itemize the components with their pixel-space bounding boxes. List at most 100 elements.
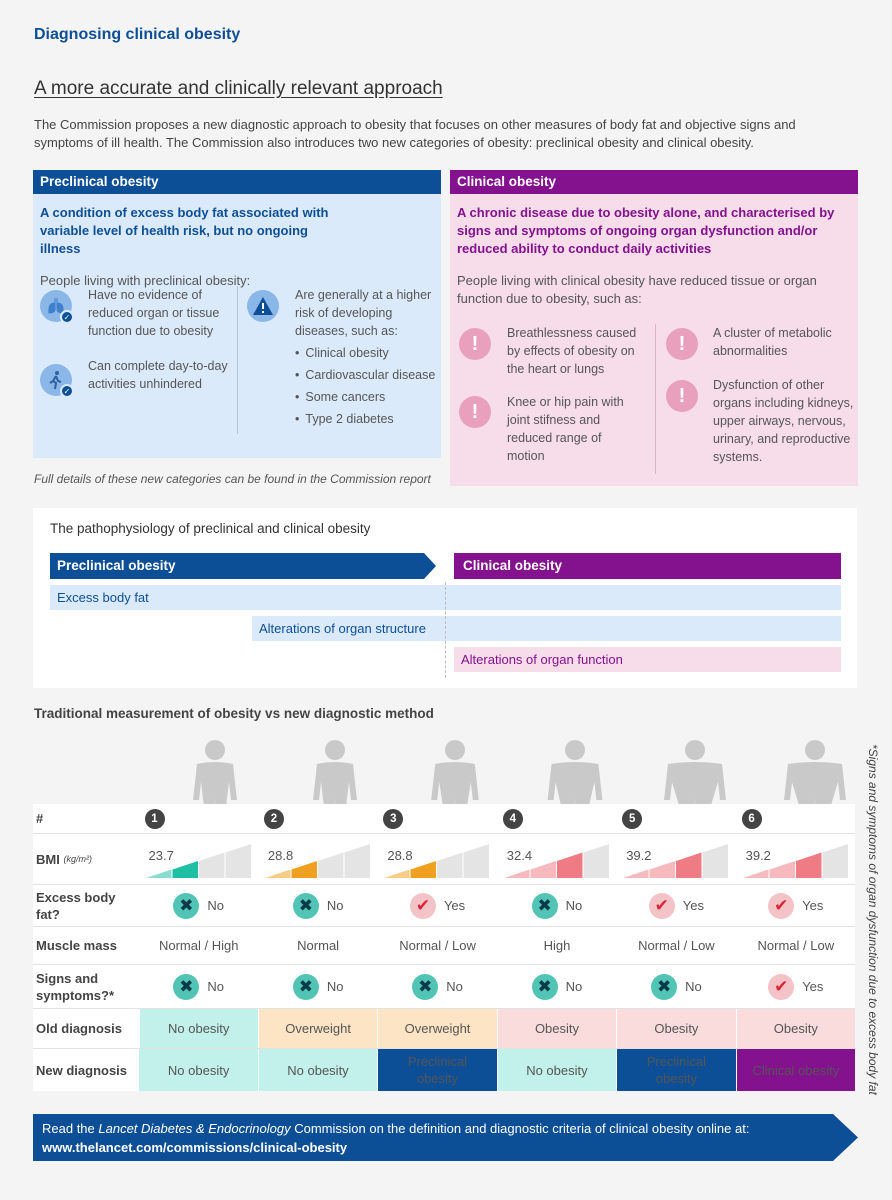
signs-cell: ✖ No — [498, 965, 616, 1008]
signs-cell: ✖ No — [378, 965, 496, 1008]
clinical-panel: Clinical obesity A chronic disease due t… — [450, 170, 858, 486]
check-icon: ✔ — [648, 892, 675, 919]
bmi-level-chart — [503, 844, 609, 878]
excess-fat-cell: ✖ No — [259, 885, 377, 926]
signs-cell: ✖ No — [617, 965, 735, 1008]
preclinical-sub: People living with preclinical obesity: — [40, 273, 251, 288]
preclinical-item-1: Have no evidence of reduced organ or tis… — [88, 288, 220, 338]
bmi-level-segment — [623, 869, 649, 878]
bmi-level-chart — [623, 844, 729, 878]
clinical-item-2: Knee or hip pain with joint stifness and… — [507, 395, 624, 463]
bmi-level-segment — [702, 844, 729, 878]
bmi-value: 39.2 — [626, 848, 652, 863]
warning-icon — [247, 290, 279, 322]
excess-fat-cell: ✖ No — [140, 885, 258, 926]
new-diagnosis-cell: Preclinical obesity — [617, 1049, 736, 1091]
bmi-cell: 23.7 — [140, 834, 258, 884]
person-number-cell: 3 — [378, 804, 496, 833]
yes-no: ✖ No — [292, 892, 344, 919]
yes-no-text: No — [565, 979, 583, 994]
bmi-level-segment — [583, 844, 609, 878]
person-number: 3 — [383, 808, 404, 829]
bmi-level-segment — [676, 852, 702, 878]
exclamation-icon: ! — [666, 380, 698, 412]
bmi-level-segment — [198, 852, 224, 878]
new-diagnosis-cell: Clinical obesity — [736, 1049, 856, 1091]
bmi-level-chart — [742, 844, 848, 878]
risk-item: Clinical obesity — [295, 344, 440, 362]
footer-text-mid: Commission on the definition and diagnos… — [290, 1121, 750, 1136]
yes-no: ✖ No — [651, 973, 702, 1000]
muscle-cell: Normal — [297, 938, 340, 953]
clinical-header: Clinical obesity — [450, 170, 858, 194]
yes-no-text: No — [326, 979, 344, 994]
row-label: Muscle mass — [36, 938, 117, 953]
bmi-value: 32.4 — [506, 848, 533, 863]
yes-no-text: No — [685, 979, 702, 994]
person-number-cell: 2 — [259, 804, 377, 833]
risk-item: Some cancers — [295, 388, 440, 406]
table-row: Excess body fat? ✖ No ✖ No ✔ Yes ✖ No ✔ Yes ✔ Yes — [33, 885, 855, 927]
bmi-level-segment — [172, 861, 198, 878]
footnote-note: Full details of these new categories can… — [34, 472, 431, 486]
divider — [655, 324, 656, 474]
patho-preclinical-arrow: Preclinical obesity — [50, 553, 436, 579]
footer-banner[interactable]: Read the Lancet Diabetes & Endocrinology… — [33, 1114, 858, 1161]
person-number-cell: 1 — [140, 804, 258, 833]
person-number-cell: 5 — [617, 804, 735, 833]
row-label: New diagnosis — [36, 1062, 128, 1078]
yes-no-text: Yes — [682, 898, 704, 913]
check-badge-icon: ✓ — [60, 310, 74, 324]
patho-bar-organ-function: Alterations of organ function — [454, 647, 841, 672]
yes-no: ✔ Yes — [648, 892, 704, 919]
footer-link[interactable]: www.thelancet.com/commissions/clinical-o… — [42, 1140, 348, 1155]
comparison-table: # 1 2 3 4 5 6 BMI (kg/m²) 23.7 28.8 28.8 32.4 39.… — [33, 804, 856, 1091]
yes-no: ✔ Yes — [768, 892, 824, 919]
table-row: BMI (kg/m²) 23.7 28.8 28.8 32.4 39.2 39.2 — [33, 834, 855, 885]
yes-no: ✖ No — [531, 892, 582, 919]
x-icon: ✖ — [292, 973, 319, 1000]
body-silhouette-icon — [313, 740, 357, 832]
bmi-level-segment — [556, 852, 583, 878]
excess-fat-cell: ✔ Yes — [378, 885, 496, 926]
section-heading: A more accurate and clinically relevant … — [34, 78, 443, 99]
yes-no: ✖ No — [531, 973, 583, 1000]
bmi-value: 28.8 — [387, 848, 413, 863]
table-row: New diagnosis No obesity No obesity Precli… — [33, 1049, 856, 1091]
clinical-item-1: Breathlessness caused by effects of obes… — [507, 326, 637, 376]
bmi-level-segment — [822, 844, 848, 878]
side-footnote: *Signs and symptoms of organ dysfunction… — [866, 744, 880, 1095]
yes-no-text: No — [207, 979, 225, 994]
yes-no-text: Yes — [802, 979, 824, 994]
person-number-cell: 6 — [737, 804, 855, 833]
old-diagnosis-cell: No obesity — [139, 1009, 258, 1048]
bmi-level-segment — [225, 844, 251, 878]
top-title: Diagnosing clinical obesity — [34, 26, 241, 43]
bmi-level-chart — [384, 844, 490, 878]
row-label: BMI (kg/m²) — [33, 834, 139, 884]
patho-title: The pathophysiology of preclinical and c… — [50, 521, 371, 536]
excess-fat-cell: ✔ Yes — [617, 885, 735, 926]
yes-no-text: Yes — [802, 898, 824, 913]
pathophysiology-box: The pathophysiology of preclinical and c… — [33, 508, 857, 688]
bmi-level-segment — [437, 852, 463, 878]
muscle-cell: High — [543, 938, 571, 953]
x-icon: ✖ — [292, 892, 319, 919]
risk-list: Clinical obesity Cardiovascular disease … — [295, 344, 440, 432]
signs-cell: ✖ No — [259, 965, 377, 1008]
bmi-value: 28.8 — [267, 848, 294, 863]
bmi-label: BMI — [36, 851, 60, 867]
yes-no-text: No — [326, 898, 344, 913]
person-number: 2 — [263, 808, 284, 829]
exclamation-icon: ! — [459, 328, 491, 360]
body-silhouette-icon — [431, 740, 479, 832]
row-label: Old diagnosis — [36, 1021, 122, 1036]
signs-cell: ✖ No — [140, 965, 258, 1008]
patho-bar-organ-structure: Alterations of organ structure — [252, 616, 841, 641]
body-silhouette-icon — [664, 740, 726, 832]
preclinical-risk-intro: Are generally at a higher risk of develo… — [295, 288, 432, 338]
old-diagnosis-cell: Overweight — [378, 1009, 497, 1048]
new-diagnosis-cell: Preclinical obesity — [378, 1049, 497, 1091]
yes-no-text: Yes — [443, 898, 466, 913]
muscle-cell: Normal / Low — [638, 938, 715, 953]
